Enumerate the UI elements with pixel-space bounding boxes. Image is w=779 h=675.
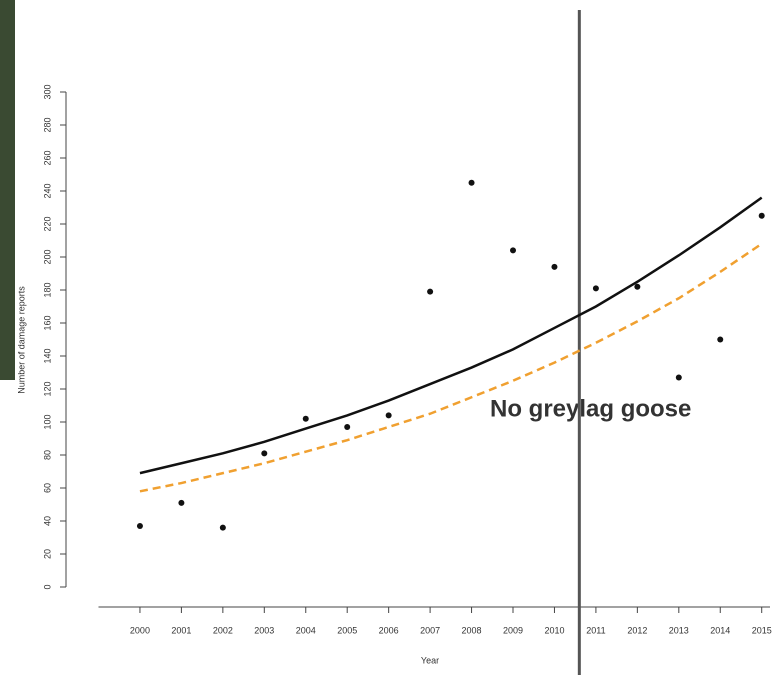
y-tick-label: 20 (42, 549, 52, 559)
y-tick-label: 60 (42, 483, 52, 493)
point (385, 412, 392, 419)
y-tick-label: 240 (42, 183, 52, 198)
y-tick-label: 220 (42, 216, 52, 231)
point (427, 288, 434, 295)
x-tick-label: 2003 (254, 625, 274, 635)
dashed-fit-line (139, 242, 763, 493)
point (510, 247, 517, 254)
y-tick-label: 280 (42, 117, 52, 132)
y-tick-label: 0 (42, 584, 52, 589)
x-tick-label: 2015 (752, 625, 772, 635)
y-tick-label: 120 (42, 381, 52, 396)
photo-strip (0, 0, 15, 380)
x-tick-label: 2010 (544, 625, 564, 635)
point (178, 499, 185, 506)
point (675, 374, 682, 381)
x-tick-label: 2008 (462, 625, 482, 635)
y-tick-label: 180 (42, 282, 52, 297)
y-tick-label: 160 (42, 315, 52, 330)
point (758, 212, 765, 219)
point (634, 283, 641, 290)
point (344, 423, 351, 430)
y-tick-label: 40 (42, 516, 52, 526)
y-tick-label: 100 (42, 414, 52, 429)
x-tick-label: 2012 (627, 625, 647, 635)
y-axis-title: Number of damage reports (16, 286, 26, 394)
point (219, 524, 226, 531)
x-tick-label: 2004 (296, 625, 316, 635)
point (468, 179, 475, 186)
x-tick-label: 2009 (503, 625, 523, 635)
x-tick-label: 2011 (586, 625, 605, 635)
x-tick-label: 2006 (379, 625, 399, 635)
point (302, 415, 309, 422)
fit-line (139, 196, 763, 475)
x-tick-label: 2005 (337, 625, 357, 635)
point (717, 336, 724, 343)
point (261, 450, 268, 457)
y-tick-label: 200 (42, 249, 52, 264)
x-tick-label: 2014 (710, 625, 730, 635)
x-tick-label: 2007 (420, 625, 440, 635)
annotation: No greylag goose (490, 395, 691, 422)
point (551, 263, 558, 270)
x-tick-label: 2002 (213, 625, 233, 635)
x-tick-label: 2000 (130, 625, 150, 635)
y-tick-label: 80 (42, 450, 52, 460)
x-axis-title: Year (421, 655, 439, 665)
point (592, 285, 599, 292)
y-tick-label: 140 (42, 348, 52, 363)
y-tick-label: 300 (42, 84, 52, 99)
x-tick-label: 2001 (171, 625, 191, 635)
y-tick-label: 260 (42, 150, 52, 165)
point (136, 522, 143, 529)
x-tick-label: 2013 (669, 625, 689, 635)
